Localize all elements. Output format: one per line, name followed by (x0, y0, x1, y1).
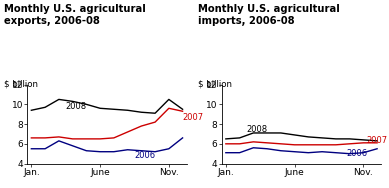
Text: 2006: 2006 (347, 149, 368, 158)
Text: 2008: 2008 (66, 102, 87, 111)
Text: 2006: 2006 (135, 151, 156, 160)
Text: Monthly U.S. agricultural
exports, 2006-08: Monthly U.S. agricultural exports, 2006-… (4, 4, 145, 26)
Text: $ billion: $ billion (4, 80, 38, 89)
Text: 2007: 2007 (366, 136, 387, 145)
Text: 2007: 2007 (182, 113, 204, 122)
Text: 2008: 2008 (247, 124, 268, 133)
Text: $ billion: $ billion (198, 80, 232, 89)
Text: Monthly U.S. agricultural
imports, 2006-08: Monthly U.S. agricultural imports, 2006-… (198, 4, 340, 26)
